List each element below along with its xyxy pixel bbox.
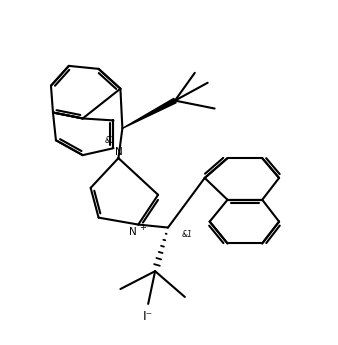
Text: &1: &1	[105, 136, 116, 145]
Text: I⁻: I⁻	[143, 310, 153, 323]
Polygon shape	[122, 98, 176, 128]
Text: N: N	[128, 227, 136, 237]
Text: &1: &1	[182, 230, 193, 239]
Text: +: +	[139, 223, 146, 231]
Text: N: N	[115, 147, 122, 157]
